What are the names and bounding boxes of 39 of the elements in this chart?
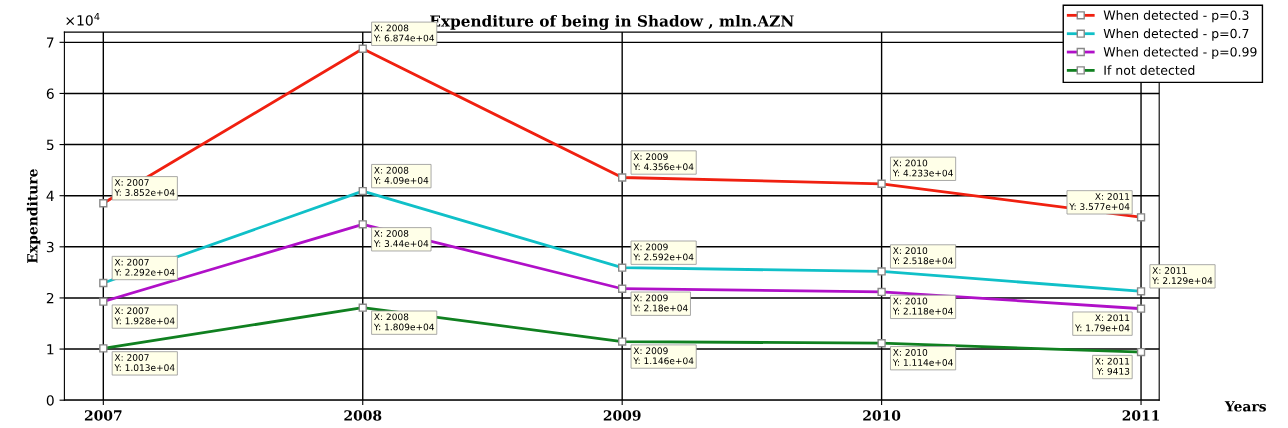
annotation: X: 2009 Y: 4.356e+04 (633, 153, 694, 171)
annotation: X: 2009 Y: 2.592e+04 (633, 243, 694, 261)
y-tick-label: 4 (46, 190, 54, 201)
x-tick-label: 2010 (863, 410, 901, 421)
legend-label: When detected - p=0.99 (1103, 46, 1257, 60)
annotation: X: 2010 Y: 2.118e+04 (892, 297, 953, 315)
annotation: X: 2007 Y: 1.928e+04 (114, 307, 175, 325)
y-tick-label: 6 (46, 88, 54, 99)
x-tick-label: 2011 (1122, 410, 1159, 421)
annotation: X: 2007 Y: 1.013e+04 (114, 354, 175, 372)
annotation: X: 2009 Y: 2.18e+04 (633, 294, 688, 312)
annotation: X: 2011 Y: 1.79e+04 (1074, 314, 1130, 332)
x-tick-label: 2009 (603, 410, 641, 421)
x-tick-label: 2008 (344, 410, 382, 421)
annotation: X: 2007 Y: 3.852e+04 (114, 179, 175, 196)
y-tick-label: 1 (47, 344, 54, 355)
x-axis-title: Years (1224, 401, 1266, 412)
annotation: X: 2011 Y: 3.577e+04 (1069, 193, 1130, 211)
y-tick-label: 2 (46, 292, 54, 304)
annotation: X: 2010 Y: 4.233e+04 (892, 159, 953, 177)
text: ×10$^{4}$ (66, 13, 100, 26)
y-tick-label: 5 (46, 139, 54, 151)
legend-label: If not detected (1104, 65, 1195, 75)
y-tick-label: 0 (46, 395, 54, 406)
annotation: X: 2010 Y: 2.518e+04 (892, 247, 953, 265)
annotation: X: 2008 Y: 1.809e+04 (373, 313, 435, 331)
legend-label: When detected - p=0.3 (1103, 10, 1249, 23)
y-tick-label: 3 (46, 241, 54, 253)
annotation: X: 2007 Y: 2.292e+04 (114, 258, 175, 276)
annotation: X: 2008 Y: 3.44e+04 (373, 230, 429, 247)
y-axis-title: Expenditure (26, 169, 41, 264)
annotation: X: 2011 Y: 2.129e+04 (1152, 267, 1213, 285)
legend-label: When detected - p=0.7 (1103, 28, 1249, 41)
annotation: X: 2009 Y: 1.146e+04 (633, 347, 694, 365)
annotation: X: 2010 Y: 1.114e+04 (892, 348, 953, 366)
y-tick-label: 7 (46, 37, 54, 48)
annotation: X: 2008 Y: 4.09e+04 (373, 166, 429, 184)
annotation: X: 2011 Y: 9413 (1095, 357, 1130, 375)
x-tick-label: 2007 (84, 410, 122, 421)
